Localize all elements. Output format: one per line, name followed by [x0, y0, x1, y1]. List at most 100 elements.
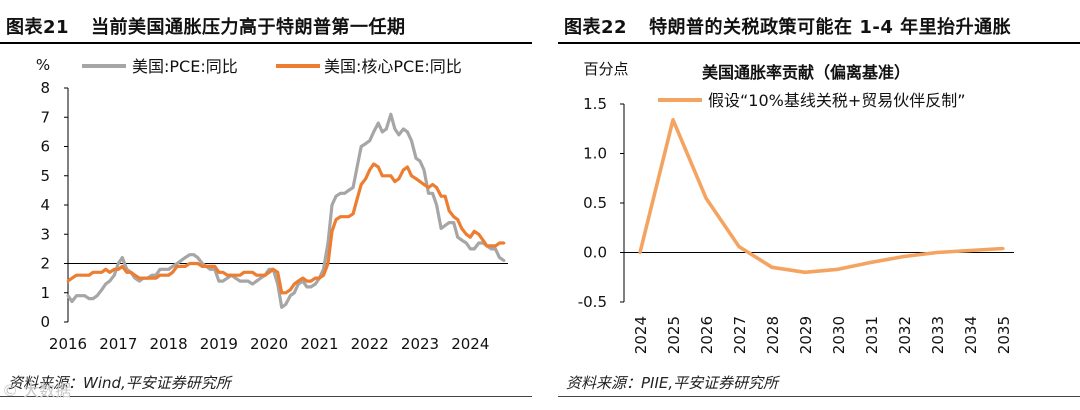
core-pce-data-point [146, 276, 149, 280]
y-tick-label: 0.0 [583, 244, 607, 262]
pce-data-point [192, 253, 196, 257]
core-pce-data-point [485, 244, 489, 248]
pce-data-point [490, 247, 493, 251]
core-pce-data-point [397, 177, 401, 181]
x-tick-label: 2017 [99, 335, 137, 353]
core-pce-data-point [481, 238, 485, 242]
pce-data-point [183, 256, 187, 260]
right-footer-divider [558, 396, 1080, 397]
pce-data-point [246, 279, 250, 283]
core-pce-data-point [66, 279, 70, 283]
core-pce-data-point [301, 276, 305, 280]
core-pce-data-point [251, 270, 254, 274]
core-pce-data-point [246, 270, 250, 274]
core-pce-data-point [318, 276, 321, 280]
core-pce-data-point [200, 265, 204, 268]
x-tick-label: 2021 [300, 335, 338, 353]
pce-data-point [116, 262, 120, 265]
core-pce-data-point [154, 276, 158, 280]
core-pce-data-point [179, 265, 183, 268]
core-pce-data-point [359, 183, 363, 186]
core-pce-data-point [402, 168, 405, 172]
pce-data-point [452, 221, 456, 224]
core-pce-data-point [158, 273, 162, 277]
core-pce-data-point [120, 265, 124, 268]
core-pce-data-point [112, 267, 116, 271]
core-pce-data-point [125, 270, 129, 274]
pce-data-point [372, 130, 376, 134]
tariff-data-point [638, 250, 642, 255]
tariff-data-point [968, 248, 972, 253]
pce-data-point [339, 191, 342, 195]
core-pce-data-point [175, 265, 179, 268]
core-pce-data-point [364, 177, 368, 181]
pce-data-point [402, 127, 405, 131]
pce-data-point [108, 279, 112, 283]
pce-data-point [435, 203, 438, 207]
pce-data-point [334, 194, 338, 198]
pce-data-point [226, 276, 229, 280]
core-pce-data-point [196, 262, 200, 265]
pce-data-point [208, 267, 212, 271]
x-tick-label: 2022 [351, 335, 389, 353]
pce-data-point [251, 282, 254, 286]
pce-data-point [66, 294, 70, 298]
core-pce-data-point [393, 180, 397, 184]
pce-data-point [326, 241, 330, 245]
x-tick-label: 2032 [896, 316, 914, 354]
core-pce-data-point [171, 270, 174, 274]
pce-data-point [91, 297, 95, 300]
pce-data-point [138, 279, 141, 283]
pce-data-point [120, 256, 124, 260]
pce-data-point [351, 186, 355, 189]
core-pce-data-point [490, 244, 493, 248]
core-pce-data-point [133, 273, 137, 277]
core-pce-data-point [314, 276, 317, 280]
core-pce-data-point [351, 212, 355, 216]
pce-data-point [376, 121, 380, 125]
y-tick-label: 5 [40, 167, 50, 185]
core-pce-data-point [79, 273, 82, 277]
core-pce-data-point [267, 270, 271, 274]
legend-pce-label: 美国:PCE:同比 [132, 57, 238, 76]
pce-data-point [158, 267, 162, 271]
pce-data-point [368, 139, 372, 143]
left-figure-number: 图表21 [6, 17, 70, 38]
core-pce-data-point [255, 273, 258, 277]
pce-data-point [447, 221, 451, 224]
core-pce-data-point [87, 273, 91, 277]
tariff-series-line [638, 118, 1004, 275]
core-pce-data-point [129, 270, 133, 274]
y-tick-label: 7 [40, 108, 50, 126]
core-pce-data-point [384, 174, 388, 178]
core-pce-data-point [213, 265, 217, 268]
core-pce-data-point [238, 273, 242, 277]
tariff-data-point [869, 260, 873, 264]
x-tick-label: 2023 [401, 335, 439, 353]
pce-data-point [70, 300, 74, 303]
core-pce-data-point [460, 227, 464, 230]
core-pce-data-point [280, 291, 284, 295]
y-tick-label: 1 [40, 284, 50, 302]
core-pce-data-point [309, 279, 313, 283]
x-tick-label: 2018 [149, 335, 187, 353]
right-source-note: 资料来源：PIIE,平安证券研究所 [566, 374, 779, 392]
x-tick-label: 2025 [665, 316, 683, 354]
x-tick-label: 2035 [995, 316, 1013, 354]
pce-data-point [393, 127, 397, 131]
pce-data-point [314, 282, 317, 286]
core-pce-data-point [343, 215, 346, 219]
pce-data-point [397, 133, 401, 137]
y-tick-label: 0 [40, 313, 50, 331]
pce-data-point [171, 265, 174, 268]
tariff-data-point [902, 254, 906, 259]
pce-data-point [502, 259, 506, 262]
pce-data-point [384, 127, 388, 131]
right-chart-panel: 图表22 特朗普的关税政策可能在 1-4 年里抬升通胀 -0.5 0.0 0.5 1.0… [558, 0, 1080, 410]
pce-data-point [83, 294, 86, 298]
core-pce-data-point [167, 273, 170, 277]
core-pce-data-point [296, 279, 300, 283]
x-tick-label: 2024 [451, 335, 489, 353]
x-tick-label: 2030 [830, 316, 848, 354]
core-pce-data-point [271, 267, 275, 271]
